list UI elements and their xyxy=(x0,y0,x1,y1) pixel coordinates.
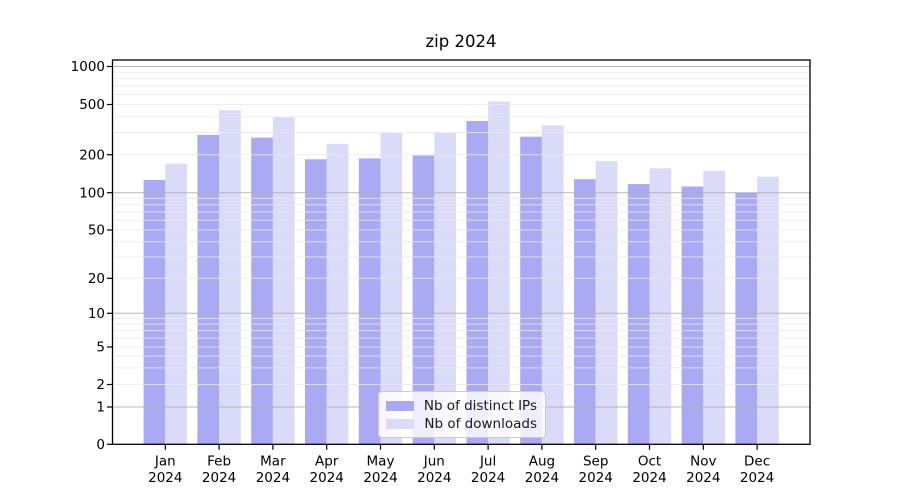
bar-jul-distinct-ips xyxy=(466,121,489,445)
y-tick-label: 5 xyxy=(96,340,105,356)
x-tick-label-month: May xyxy=(367,454,395,470)
legend-label-downloads: Nb of downloads xyxy=(424,415,537,432)
bar-jan-distinct-ips xyxy=(143,180,166,445)
x-tick-label-year: 2024 xyxy=(417,470,451,486)
x-tick-label-year: 2024 xyxy=(686,470,720,486)
x-tick-label-month: Jul xyxy=(479,454,496,470)
y-tick-label: 1000 xyxy=(71,59,105,75)
bar-jun-distinct-ips xyxy=(412,155,435,445)
legend: Nb of distinct IPs Nb of downloads xyxy=(378,391,546,438)
x-tick-label-year: 2024 xyxy=(579,470,613,486)
y-tick-label: 2 xyxy=(96,377,105,393)
legend-item-downloads: Nb of downloads xyxy=(386,415,537,432)
y-tick-label: 100 xyxy=(79,185,105,201)
bar-dec-downloads xyxy=(757,176,779,445)
bar-may-downloads xyxy=(380,132,403,445)
bar-feb-distinct-ips xyxy=(197,134,220,445)
x-tick-label-year: 2024 xyxy=(202,470,236,486)
bar-feb-downloads xyxy=(219,110,241,445)
bar-nov-distinct-ips xyxy=(681,186,704,445)
bar-apr-downloads xyxy=(326,143,349,445)
bar-mar-distinct-ips xyxy=(251,137,273,445)
bar-apr-distinct-ips xyxy=(305,159,327,445)
y-tick-label: 10 xyxy=(88,306,105,322)
x-tick-label-year: 2024 xyxy=(310,470,344,486)
x-tick-label-year: 2024 xyxy=(740,470,774,486)
legend-swatch-distinct-ips xyxy=(386,400,414,411)
x-tick-label-year: 2024 xyxy=(363,470,397,486)
chart-title: zip 2024 xyxy=(425,32,497,51)
legend-item-distinct-ips: Nb of distinct IPs xyxy=(386,397,537,414)
x-tick-label-month: Mar xyxy=(260,454,286,470)
bar-aug-distinct-ips xyxy=(520,136,542,445)
legend-label-distinct-ips: Nb of distinct IPs xyxy=(423,397,537,414)
bar-oct-distinct-ips xyxy=(627,184,650,445)
y-tick-label: 200 xyxy=(79,147,105,163)
x-tick-label-month: Nov xyxy=(690,454,716,470)
bar-jun-downloads xyxy=(434,133,456,445)
y-tick-label: 1 xyxy=(96,400,105,416)
plot-border xyxy=(111,59,811,445)
bar-oct-downloads xyxy=(649,168,672,445)
x-tick-label-month: Feb xyxy=(207,454,231,470)
x-tick-label-month: Apr xyxy=(315,454,339,470)
bar-mar-downloads xyxy=(272,117,295,445)
x-tick-label-year: 2024 xyxy=(471,470,505,486)
x-tick-label-month: Sep xyxy=(583,454,608,470)
x-tick-label-year: 2024 xyxy=(148,470,182,486)
bar-aug-downloads xyxy=(541,125,564,445)
x-tick-label-year: 2024 xyxy=(525,470,559,486)
y-tick-label: 50 xyxy=(88,223,105,239)
y-tick-label: 500 xyxy=(79,97,105,113)
x-tick-label-year: 2024 xyxy=(256,470,290,486)
x-tick-label-month: Oct xyxy=(638,454,661,470)
x-tick-label-month: Dec xyxy=(744,454,770,470)
bar-jan-downloads xyxy=(165,163,187,445)
bar-nov-downloads xyxy=(703,170,725,445)
x-tick-label-month: Jan xyxy=(154,454,176,470)
bar-sep-distinct-ips xyxy=(574,179,596,445)
bar-sep-downloads xyxy=(595,161,618,445)
x-tick-label-month: Aug xyxy=(529,454,555,470)
y-tick-label: 0 xyxy=(96,437,105,453)
bar-jul-downloads xyxy=(488,101,510,445)
y-tick-label: 20 xyxy=(88,271,105,287)
x-tick-label-month: Jun xyxy=(423,454,445,470)
legend-swatch-downloads xyxy=(386,418,414,429)
x-tick-label-year: 2024 xyxy=(632,470,666,486)
